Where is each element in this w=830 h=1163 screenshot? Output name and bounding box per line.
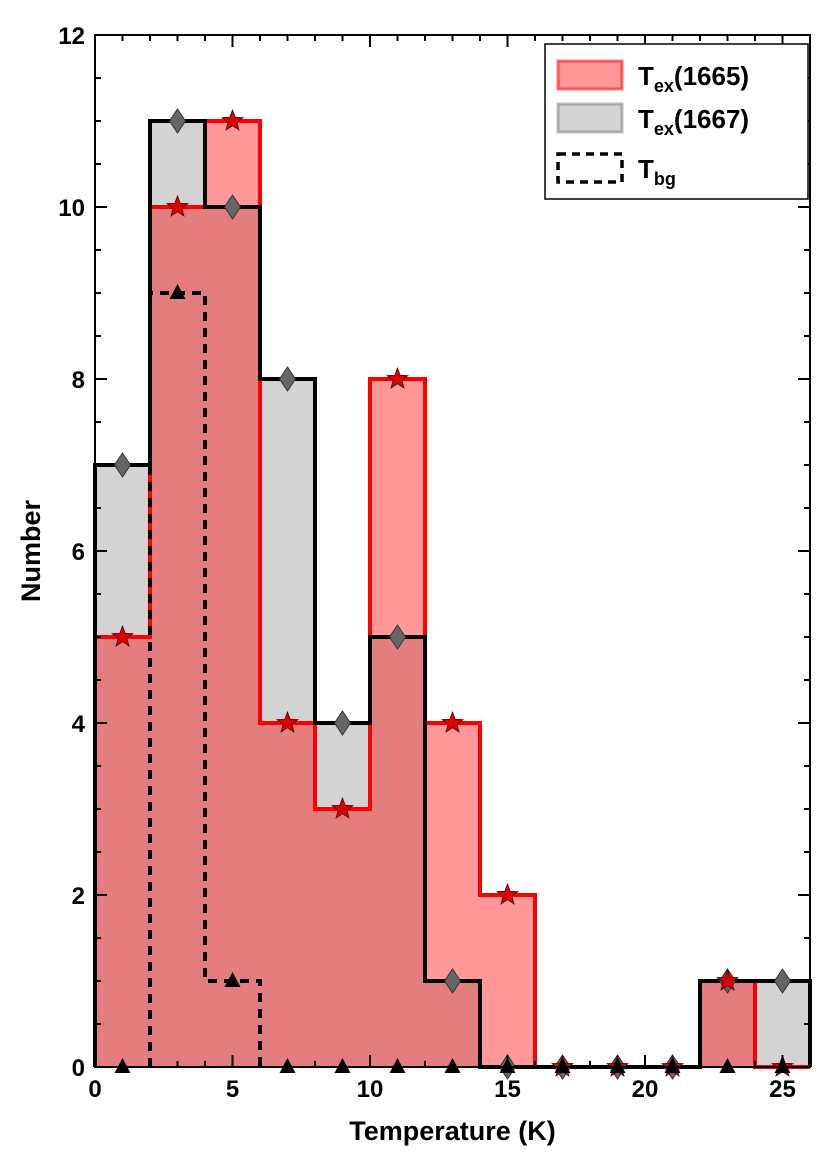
- bar-tex1667-bin-0: [95, 465, 150, 1067]
- plot-markers: [110, 108, 795, 1080]
- x-tick-label-0: 0: [88, 1076, 101, 1103]
- y-tick-label-8: 8: [72, 367, 85, 394]
- legend-box: [544, 43, 809, 200]
- bar-tex1665-bin-6: [425, 723, 480, 1067]
- legend-swatch-tbg: [556, 152, 624, 184]
- marker-tex1667-0: [113, 452, 132, 478]
- bar-tex1667-bin-11: [700, 981, 755, 1067]
- bar-tex1665-bin-11: [700, 981, 755, 1067]
- marker-tex1665-7: [495, 882, 520, 905]
- marker-tex1665-5: [385, 366, 410, 389]
- x-tick-label-15: 15: [494, 1076, 521, 1103]
- bar-tex1665-bin-0: [95, 637, 150, 1067]
- marker-tex1667-2: [223, 194, 242, 220]
- y-tick-label-2: 2: [72, 883, 85, 910]
- y-tick-label-10: 10: [58, 195, 85, 222]
- outline-tbg: [148, 291, 262, 1067]
- marker-tex1667-5: [388, 624, 407, 650]
- marker-tex1665-0: [110, 624, 135, 647]
- x-tick-label-25: 25: [769, 1076, 796, 1103]
- marker-tex1667-6: [443, 968, 462, 994]
- x-tick-label-10: 10: [357, 1076, 384, 1103]
- bar-tex1667-bin-5: [370, 637, 425, 1067]
- legend: Tex(1665) Tex(1667) Tbg: [544, 43, 809, 200]
- bar-tex1665-bin-3: [260, 723, 315, 1067]
- marker-tex1665-1: [165, 194, 190, 217]
- marker-tex1667-4: [333, 710, 352, 736]
- x-tick-label-20: 20: [632, 1076, 659, 1103]
- y-tick-label-4: 4: [72, 711, 86, 738]
- bar-tex1667-bin-4: [315, 723, 370, 1067]
- bar-tex1667-bin-2: [205, 207, 260, 1067]
- bar-tex1665-bin-1: [150, 207, 205, 1067]
- legend-swatch-tex1667: [556, 102, 624, 134]
- legend-label-tex1667: Tex(1667): [638, 104, 749, 139]
- bar-tex1665-bin-7: [480, 895, 535, 1067]
- bar-tex1665-bin-2: [205, 121, 260, 1067]
- marker-tbg-1: [169, 284, 186, 299]
- bar-tex1665-bin-5: [370, 379, 425, 1067]
- bar-tex1667-bin-6: [425, 981, 480, 1067]
- plot-fills: [95, 121, 810, 1067]
- y-tick-label-12: 12: [58, 23, 85, 50]
- marker-tex1665-3: [275, 710, 300, 733]
- x-axis-label: Temperature (K): [349, 1116, 556, 1146]
- y-tick-label-6: 6: [72, 539, 85, 566]
- bar-tex1665-bin-4: [315, 809, 370, 1067]
- axis-tick-labels: 0 5 10 15 20 25 0 2 4 6 8 10 12: [58, 23, 796, 1103]
- marker-tex1665-11: [715, 968, 740, 991]
- axis-ticks: [94, 34, 811, 1068]
- legend-swatch-tex1665: [556, 59, 624, 91]
- x-tick-label-5: 5: [226, 1076, 239, 1103]
- marker-tbg-2: [224, 972, 241, 987]
- marker-tex1667-1: [168, 108, 187, 134]
- marker-tex1667-12: [773, 968, 792, 994]
- bar-tex1667-bin-1: [150, 121, 205, 1067]
- bar-tex1667-bin-12: [755, 981, 810, 1067]
- legend-label-tbg: Tbg: [638, 154, 676, 189]
- marker-tex1665-6: [440, 710, 465, 733]
- marker-tex1665-4: [330, 796, 355, 819]
- y-tick-label-0: 0: [72, 1055, 85, 1082]
- legend-label-tex1665: Tex(1665): [638, 61, 749, 96]
- marker-tex1667-3: [278, 366, 297, 392]
- y-axis-label: Number: [16, 500, 46, 603]
- marker-tex1665-2: [220, 108, 245, 131]
